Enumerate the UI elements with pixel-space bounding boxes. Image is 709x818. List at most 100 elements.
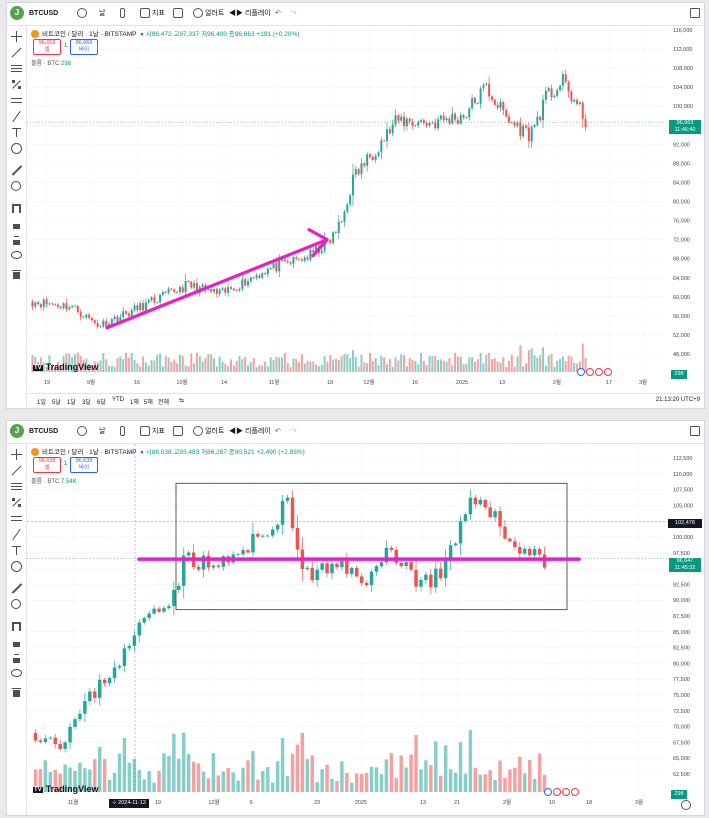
text-tool-icon[interactable] (11, 545, 22, 556)
trendline-tool-icon[interactable] (11, 47, 22, 58)
alert-button[interactable]: 얼러트 (193, 426, 224, 438)
emoji-tool-icon[interactable] (11, 143, 22, 154)
ruler-tool-icon[interactable] (11, 583, 23, 594)
trash-icon[interactable] (11, 687, 22, 698)
lock-drawings-icon[interactable] (11, 637, 22, 648)
volume-bar (505, 366, 508, 372)
timeframe-button[interactable]: 날 (99, 428, 106, 435)
user-avatar[interactable]: J (10, 424, 24, 438)
emoji-tool-icon[interactable] (11, 561, 22, 572)
buy-button[interactable]: 96,669 바이 (70, 39, 98, 55)
replay-button[interactable]: ◀▶ 리플레이 (229, 426, 271, 438)
buy-button[interactable]: 96,639 바이 (70, 457, 98, 473)
candle (513, 541, 517, 548)
crosshair-tool-icon[interactable] (11, 449, 22, 460)
magnet-tool-icon[interactable] (11, 621, 22, 632)
trendline-tool-icon[interactable] (11, 465, 22, 476)
price-chart[interactable]: 116,000112,000108,000104,000100,00096,00… (27, 26, 697, 392)
compare-button[interactable] (77, 8, 87, 20)
chart-panel-bottom: J BTCUSD 날 지표 얼러트 ◀▶ 리플레이 ↶ ↷ 112,500 110… (6, 420, 705, 816)
symbol-search[interactable]: BTCUSD (29, 8, 58, 20)
volume-bar (102, 353, 105, 372)
candle (434, 122, 437, 129)
zoom-tool-icon[interactable] (11, 181, 21, 191)
range-1d[interactable]: 1일 (37, 400, 46, 406)
eye-icon[interactable] (11, 251, 22, 259)
brush-tool-icon[interactable] (11, 110, 22, 123)
fib-tool-icon[interactable] (11, 63, 22, 74)
tradingview-logo[interactable]: TV TradingView (33, 784, 99, 794)
candle (298, 258, 301, 260)
trash-icon[interactable] (11, 269, 22, 280)
undo-button[interactable]: ↶ (275, 426, 281, 438)
fullscreen-icon[interactable] (690, 8, 700, 18)
ruler-tool-icon[interactable] (11, 165, 23, 176)
fullscreen-icon[interactable] (690, 426, 700, 436)
compare-button[interactable] (77, 426, 87, 438)
y-axis-label: 92,000 (673, 142, 690, 148)
volume-bar (584, 357, 587, 372)
range-6m[interactable]: 6달 (97, 400, 106, 406)
sell-button[interactable]: 96,658 셀 (33, 39, 61, 55)
layouts-button[interactable] (173, 8, 183, 20)
volume-bar (570, 356, 573, 372)
event-markers[interactable] (544, 788, 580, 796)
x-axis-label: 12월 (363, 378, 374, 386)
range-5d[interactable]: 5날 (52, 400, 61, 406)
price-chart[interactable]: 112,500110,000107,500105,000102,500100,0… (27, 444, 697, 814)
y-axis-label: 60,000 (673, 295, 690, 301)
user-avatar[interactable]: J (10, 6, 24, 20)
event-markers[interactable] (577, 368, 613, 376)
undo-button[interactable]: ↶ (275, 8, 281, 20)
volume-bar (419, 769, 423, 792)
range-ytd[interactable]: YTD (112, 397, 124, 403)
range-1y[interactable]: 1해 (130, 400, 139, 406)
volume-bar (448, 358, 451, 372)
crosshair-tool-icon[interactable] (11, 31, 22, 42)
candle (553, 95, 556, 97)
candle (96, 322, 99, 328)
indicators-button[interactable]: 지표 (140, 8, 165, 20)
brush-tool-icon[interactable] (11, 528, 22, 541)
candle-type-button[interactable] (120, 8, 125, 20)
timeframe-button[interactable]: 날 (99, 10, 106, 17)
clock-timezone[interactable]: 21:13:20 UTC+9 (655, 397, 700, 403)
eye-icon[interactable] (11, 669, 22, 677)
indicators-button[interactable]: 지표 (140, 426, 165, 438)
text-tool-icon[interactable] (11, 127, 22, 138)
lock-icon[interactable] (11, 235, 22, 246)
candle (34, 302, 37, 307)
alert-button[interactable]: 얼러트 (193, 8, 224, 20)
date-range-icon[interactable]: ⇆ (179, 398, 185, 404)
range-5y[interactable]: 5해 (144, 400, 153, 406)
candle (139, 303, 142, 311)
range-3m[interactable]: 3달 (82, 400, 91, 406)
redo-button[interactable]: ↷ (291, 426, 297, 438)
volume-bar (507, 360, 510, 372)
lock-drawings-icon[interactable] (11, 219, 22, 230)
magnet-tool-icon[interactable] (11, 203, 22, 214)
range-all[interactable]: 전체 (158, 400, 170, 406)
symbol-search[interactable]: BTCUSD (29, 426, 58, 438)
forecast-tool-icon[interactable] (11, 513, 22, 524)
forecast-tool-icon[interactable] (11, 95, 22, 106)
plus-circle-icon (77, 8, 87, 19)
layouts-button[interactable] (173, 426, 183, 438)
candle (377, 152, 380, 157)
candle-type-button[interactable] (120, 426, 125, 438)
redo-button[interactable]: ↷ (291, 8, 297, 20)
volume-bar (181, 355, 184, 372)
lock-icon[interactable] (11, 653, 22, 664)
sell-button[interactable]: 96,638 셀 (33, 457, 61, 473)
replay-button[interactable]: ◀▶ 리플레이 (229, 8, 271, 20)
volume-bar (295, 359, 298, 372)
volume-bar (280, 738, 285, 792)
tradingview-logo[interactable]: TV TradingView (33, 362, 99, 372)
fib-tool-icon[interactable] (11, 481, 22, 492)
range-1m[interactable]: 1달 (67, 400, 76, 406)
settings-gear-icon[interactable] (681, 800, 691, 810)
pattern-tool-icon[interactable] (11, 79, 22, 90)
zoom-tool-icon[interactable] (11, 599, 21, 609)
pattern-tool-icon[interactable] (11, 497, 22, 508)
volume-bar (201, 361, 204, 372)
